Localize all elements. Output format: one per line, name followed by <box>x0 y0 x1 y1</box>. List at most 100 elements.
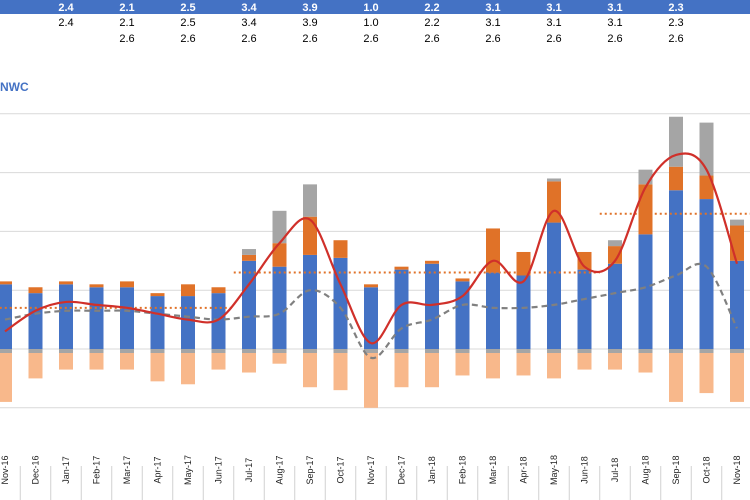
bar-increase <box>364 284 378 288</box>
bar-increase <box>394 266 409 270</box>
bar-negative-top <box>242 349 256 353</box>
bar-increase <box>0 281 12 285</box>
bar-base <box>547 222 561 349</box>
trend-series-line <box>4 152 739 345</box>
x-tick-label: Feb-18 <box>458 456 468 485</box>
row-value: 2.6 <box>485 33 500 45</box>
bar-negative <box>577 349 592 370</box>
bar-negative <box>516 349 531 376</box>
bar-negative <box>486 349 500 379</box>
bar-negative-top <box>669 349 683 353</box>
bar-negative-top <box>547 349 561 353</box>
row-value: 2.2 <box>424 17 439 29</box>
bar-negative <box>425 349 439 388</box>
header-value: 1.0 <box>363 2 378 14</box>
x-tick-label: Jul-18 <box>610 458 620 483</box>
bar-negative-top <box>181 349 195 353</box>
bar-gray <box>669 116 683 167</box>
bar-increase <box>181 284 195 297</box>
bar-increase <box>333 240 348 258</box>
bar-base <box>608 263 622 349</box>
bar-increase <box>699 175 714 200</box>
bar-negative-top <box>303 349 317 353</box>
row-value: 1.0 <box>363 17 378 29</box>
x-tick-label: Feb-17 <box>92 456 102 485</box>
x-tick-label: Jun-17 <box>214 456 224 484</box>
bar-increase <box>608 246 622 264</box>
bar-negative-top <box>425 349 439 353</box>
header-value: 3.9 <box>302 2 317 14</box>
bar-negative-top <box>486 349 500 353</box>
bar-negative <box>608 349 622 370</box>
bar-increase <box>28 287 43 294</box>
x-tick-label: Mar-17 <box>122 456 132 485</box>
bar-negative <box>0 349 12 402</box>
row-value: 2.6 <box>424 33 439 45</box>
bar-negative <box>59 349 73 370</box>
bar-negative <box>730 349 744 402</box>
row-value: 2.6 <box>363 33 378 45</box>
bar-negative <box>120 349 134 370</box>
header-value: 3.1 <box>485 2 500 14</box>
row-value: 2.3 <box>668 17 683 29</box>
bar-increase <box>120 281 134 288</box>
x-tick-label: Dec-16 <box>31 455 41 484</box>
bar-increase <box>577 251 592 270</box>
bar-negative <box>364 349 378 408</box>
bar-base <box>150 296 165 349</box>
bar-negative-top <box>577 349 592 353</box>
x-tick-label: Aug-17 <box>275 455 285 484</box>
bar-gray <box>608 240 622 247</box>
bar-gray <box>547 178 561 182</box>
row-value: 3.1 <box>485 17 500 29</box>
bar-base <box>364 287 378 349</box>
chart-subtitle: NWC <box>0 80 29 94</box>
bar-negative-top <box>455 349 470 353</box>
bar-negative-top <box>211 349 226 353</box>
x-tick-label: Jul-17 <box>244 458 254 483</box>
bar-increase <box>425 260 439 264</box>
bar-base <box>394 269 409 349</box>
row-value: 2.6 <box>241 33 256 45</box>
bar-gray <box>638 169 653 185</box>
bar-base <box>28 293 43 349</box>
x-tick-label: Oct-17 <box>336 456 346 483</box>
bar-negative-top <box>394 349 409 353</box>
row-value: 3.1 <box>607 17 622 29</box>
header-value: 3.4 <box>241 2 257 14</box>
header-value: 2.4 <box>58 2 74 14</box>
bar-negative-top <box>730 349 744 353</box>
x-tick-label: Sep-18 <box>671 455 681 484</box>
bar-base <box>669 190 683 349</box>
bar-negative <box>211 349 226 370</box>
bar-base <box>577 269 592 349</box>
bar-negative <box>333 349 348 391</box>
bar-gray <box>242 249 256 255</box>
header-value: 2.5 <box>180 2 195 14</box>
x-tick-label: Dec-17 <box>397 455 407 484</box>
row-value: 3.1 <box>546 17 561 29</box>
bar-base <box>89 287 104 349</box>
x-tick-label: May-18 <box>549 455 559 485</box>
row-value: 3.9 <box>302 17 317 29</box>
x-tick-label: Jan-17 <box>61 456 71 484</box>
bar-increase <box>272 243 287 267</box>
bar-negative-top <box>89 349 104 353</box>
x-tick-label: Apr-18 <box>519 456 529 483</box>
bar-negative-top <box>59 349 73 353</box>
header-value: 3.1 <box>546 2 561 14</box>
header-band <box>0 0 750 14</box>
bar-negative-top <box>364 349 378 353</box>
x-tick-label: Aug-18 <box>641 455 651 484</box>
header-value: 2.1 <box>119 2 134 14</box>
x-tick-label: Sep-17 <box>305 455 315 484</box>
x-tick-label: Nov-18 <box>732 455 742 484</box>
bar-negative <box>89 349 104 370</box>
bar-base <box>425 263 439 349</box>
bar-negative <box>669 349 683 402</box>
bar-increase <box>211 287 226 294</box>
bar-negative <box>455 349 470 376</box>
header-value: 2.3 <box>668 2 683 14</box>
